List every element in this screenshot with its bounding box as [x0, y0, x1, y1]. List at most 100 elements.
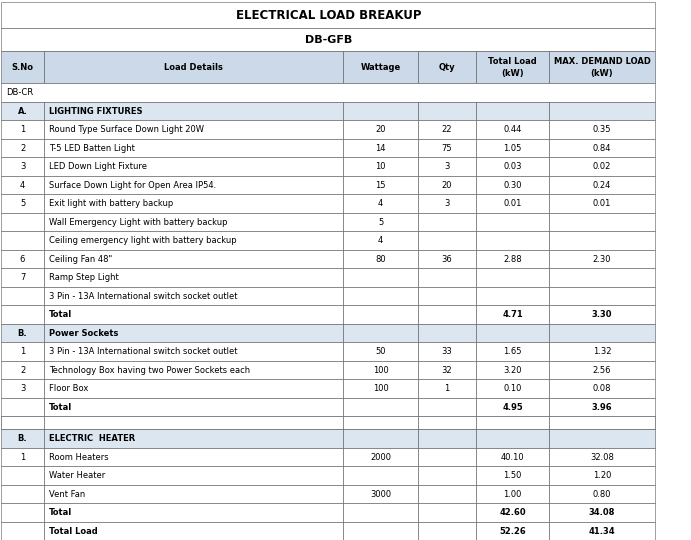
Text: Load Details: Load Details: [164, 63, 223, 72]
Bar: [1, 102, 44, 120]
Bar: [418, 398, 476, 416]
Text: 0.01: 0.01: [593, 199, 612, 208]
Text: 2.30: 2.30: [593, 255, 612, 264]
Bar: [44, 51, 343, 84]
Text: 0.44: 0.44: [503, 125, 522, 134]
Bar: [44, 176, 343, 194]
Bar: [343, 467, 418, 485]
Text: Vent Fan: Vent Fan: [49, 490, 85, 499]
Text: 2.88: 2.88: [503, 255, 522, 264]
Text: 15: 15: [375, 181, 386, 190]
Bar: [476, 503, 549, 522]
Text: 2: 2: [20, 366, 25, 375]
Bar: [44, 429, 343, 448]
Bar: [44, 398, 343, 416]
Bar: [1, 268, 44, 287]
Text: 36: 36: [442, 255, 453, 264]
Bar: [1, 416, 655, 429]
Bar: [343, 398, 418, 416]
Text: 22: 22: [442, 125, 453, 134]
Bar: [549, 250, 655, 268]
Text: 5: 5: [378, 218, 384, 227]
Bar: [343, 158, 418, 176]
Text: 42.60: 42.60: [499, 508, 526, 517]
Text: 0.01: 0.01: [503, 199, 522, 208]
Bar: [44, 522, 343, 540]
Bar: [476, 232, 549, 250]
Text: 4.95: 4.95: [502, 403, 523, 411]
Bar: [476, 194, 549, 213]
Bar: [418, 361, 476, 380]
Bar: [1, 250, 44, 268]
Text: Wattage: Wattage: [361, 63, 401, 72]
Text: 3: 3: [444, 162, 450, 171]
Text: 41.34: 41.34: [589, 526, 615, 536]
Bar: [476, 250, 549, 268]
Text: S.No: S.No: [12, 63, 34, 72]
Text: 20: 20: [442, 181, 453, 190]
Bar: [44, 485, 343, 503]
Text: Floor Box: Floor Box: [49, 384, 88, 393]
Bar: [476, 51, 549, 84]
Bar: [549, 213, 655, 232]
Bar: [549, 324, 655, 342]
Bar: [343, 176, 418, 194]
Bar: [549, 287, 655, 306]
Bar: [44, 102, 343, 120]
Text: 1.00: 1.00: [503, 490, 522, 499]
Text: 3: 3: [20, 162, 26, 171]
Bar: [343, 250, 418, 268]
Bar: [418, 120, 476, 139]
Bar: [549, 485, 655, 503]
Bar: [476, 306, 549, 324]
Bar: [1, 485, 44, 503]
Text: 75: 75: [442, 144, 453, 153]
Text: 0.35: 0.35: [593, 125, 612, 134]
Bar: [476, 342, 549, 361]
Bar: [343, 448, 418, 467]
Bar: [418, 467, 476, 485]
Bar: [549, 268, 655, 287]
Bar: [44, 232, 343, 250]
Bar: [476, 287, 549, 306]
Bar: [1, 29, 655, 51]
Text: 2: 2: [20, 144, 25, 153]
Text: 6: 6: [20, 255, 26, 264]
Text: Water Heater: Water Heater: [49, 471, 105, 480]
Bar: [44, 158, 343, 176]
Bar: [476, 139, 549, 158]
Bar: [549, 306, 655, 324]
Bar: [1, 120, 44, 139]
Text: Room Heaters: Room Heaters: [49, 453, 108, 462]
Bar: [418, 485, 476, 503]
Bar: [549, 102, 655, 120]
Bar: [343, 51, 418, 84]
Text: 4.71: 4.71: [502, 310, 523, 319]
Bar: [343, 213, 418, 232]
Bar: [343, 324, 418, 342]
Bar: [343, 429, 418, 448]
Bar: [418, 416, 476, 429]
Text: A.: A.: [17, 107, 28, 116]
Bar: [418, 250, 476, 268]
Bar: [418, 102, 476, 120]
Text: 33: 33: [442, 347, 453, 356]
Text: 0.30: 0.30: [503, 181, 522, 190]
Bar: [476, 522, 549, 540]
Text: 34.08: 34.08: [589, 508, 615, 517]
Text: 3.20: 3.20: [503, 366, 522, 375]
Bar: [343, 503, 418, 522]
Bar: [343, 120, 418, 139]
Text: 32.08: 32.08: [590, 453, 614, 462]
Text: 32: 32: [442, 366, 453, 375]
Bar: [343, 522, 418, 540]
Bar: [1, 448, 44, 467]
Bar: [549, 361, 655, 380]
Bar: [1, 380, 44, 398]
Bar: [549, 522, 655, 540]
Bar: [44, 306, 343, 324]
Bar: [44, 250, 343, 268]
Bar: [1, 398, 44, 416]
Bar: [343, 139, 418, 158]
Text: 1: 1: [20, 125, 25, 134]
